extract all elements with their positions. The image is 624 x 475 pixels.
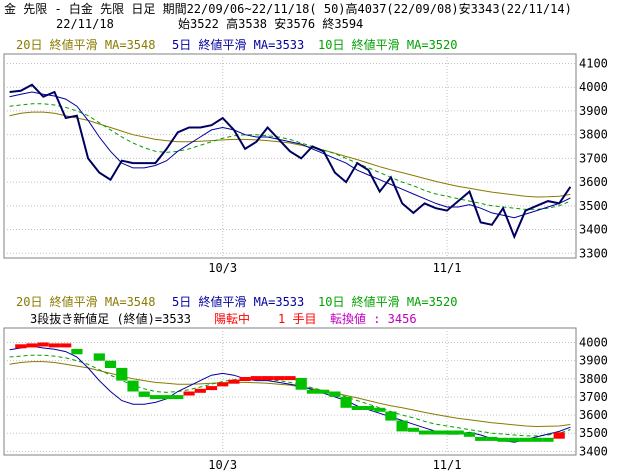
- down-block: [295, 377, 307, 390]
- status-count: 1 手目: [278, 312, 316, 326]
- up-block: [205, 386, 218, 391]
- down-block: [475, 436, 487, 441]
- up-block: [228, 379, 240, 384]
- down-block: [486, 436, 498, 441]
- status-trend: 陽転中: [214, 311, 250, 326]
- up-block: [183, 391, 195, 396]
- down-block: [542, 437, 554, 442]
- header-ohlc: 始3522 高3538 安3576 終3594: [178, 17, 364, 31]
- y-tick-label: 3400: [579, 223, 608, 237]
- up-block: [250, 376, 262, 381]
- down-block: [93, 353, 105, 361]
- legend-ma5: 5日 終値平滑 MA=3533: [172, 294, 304, 309]
- up-block: [217, 382, 229, 387]
- x-tick-label: 11/1: [433, 458, 462, 472]
- y-tick-label: 4100: [579, 56, 608, 70]
- down-block: [452, 430, 464, 435]
- y-tick-label: 3900: [579, 354, 608, 368]
- y-tick-label: 3600: [579, 408, 608, 422]
- plot-frame: [3, 53, 577, 259]
- header-date: 22/11/18: [56, 17, 114, 31]
- down-block: [374, 407, 386, 412]
- bottom-ma10-line: [9, 354, 571, 437]
- y-tick-label: 4000: [579, 336, 608, 350]
- y-tick-label: 3900: [579, 104, 608, 118]
- chart-header: 金 先限 - 白金 先限 日足 期間22/09/06~22/11/18( 50)…: [0, 0, 624, 38]
- up-block: [37, 342, 49, 347]
- y-tick-label: 3700: [579, 390, 608, 404]
- x-tick-label: 10/3: [208, 261, 237, 275]
- legend-ma5: 5日 終値平滑 MA=3533: [172, 37, 304, 52]
- down-block: [441, 430, 453, 435]
- y-tick-label: 3400: [579, 444, 608, 458]
- legend-ma10: 10日 終値平滑 MA=3520: [318, 294, 457, 309]
- series-ma5-line: [9, 91, 571, 219]
- down-block: [138, 391, 150, 397]
- down-block: [497, 437, 509, 442]
- plot-frame: [3, 327, 577, 456]
- down-block: [362, 406, 375, 410]
- down-block: [396, 420, 408, 432]
- down-block: [340, 396, 352, 408]
- up-block: [273, 376, 285, 381]
- up-block: [194, 388, 206, 393]
- series-close-line: [9, 83, 572, 240]
- down-block: [519, 437, 532, 442]
- down-block: [463, 432, 475, 437]
- legend-ma20: 20日 終値平滑 MA=3548: [16, 294, 155, 309]
- down-block: [419, 430, 431, 435]
- y-tick-label: 3600: [579, 175, 608, 189]
- y-tick-label: 3500: [579, 199, 608, 213]
- status-turn-value: 転換値 : 3456: [330, 311, 417, 326]
- x-tick-label: 10/3: [208, 458, 237, 472]
- y-tick-label: 3700: [579, 151, 608, 165]
- legend-ma20: 20日 終値平滑 MA=3548: [16, 37, 155, 52]
- down-block: [149, 395, 161, 400]
- top-panel: 20日 終値平滑 MA=3548 5日 終値平滑 MA=3533 10日 終値平滑 …: [3, 37, 608, 275]
- down-block: [407, 427, 419, 432]
- up-block: [60, 343, 72, 348]
- y-tick-label: 4000: [579, 80, 608, 94]
- down-block: [318, 389, 330, 394]
- down-block: [430, 430, 442, 435]
- down-block: [351, 406, 363, 410]
- down-block: [161, 395, 173, 400]
- series-ma10-line: [9, 103, 571, 210]
- x-tick-label: 11/1: [433, 261, 462, 275]
- down-block: [104, 360, 117, 368]
- up-block: [15, 344, 27, 349]
- down-block: [531, 437, 543, 442]
- up-block: [284, 376, 296, 381]
- header-title: 金 先限 - 白金 先限 日足 期間22/09/06~22/11/18( 50)…: [4, 2, 572, 16]
- up-block: [26, 343, 38, 348]
- up-block: [239, 377, 251, 381]
- down-block: [508, 437, 520, 442]
- y-tick-label: 3500: [579, 426, 608, 440]
- y-tick-label: 3800: [579, 372, 608, 386]
- down-block: [329, 391, 341, 397]
- legend-ma10: 10日 終値平滑 MA=3520: [318, 37, 457, 52]
- down-block: [71, 348, 83, 355]
- down-block: [306, 389, 318, 394]
- up-block: [48, 343, 61, 348]
- down-block: [116, 367, 128, 381]
- bottom-ma5-line: [9, 345, 571, 443]
- up-block: [553, 432, 565, 439]
- bottom-panel: 20日 終値平滑 MA=3548 5日 終値平滑 MA=3533 10日 終値平滑 …: [3, 294, 608, 472]
- up-block: [262, 376, 274, 381]
- down-block: [172, 395, 184, 400]
- down-block: [127, 380, 139, 392]
- y-tick-label: 3800: [579, 128, 608, 142]
- y-tick-label: 3300: [579, 246, 608, 260]
- bottom-ma20-line: [9, 361, 571, 428]
- down-block: [385, 411, 397, 421]
- status-label: 3段抜き新値足 (終値)=3533: [30, 311, 191, 326]
